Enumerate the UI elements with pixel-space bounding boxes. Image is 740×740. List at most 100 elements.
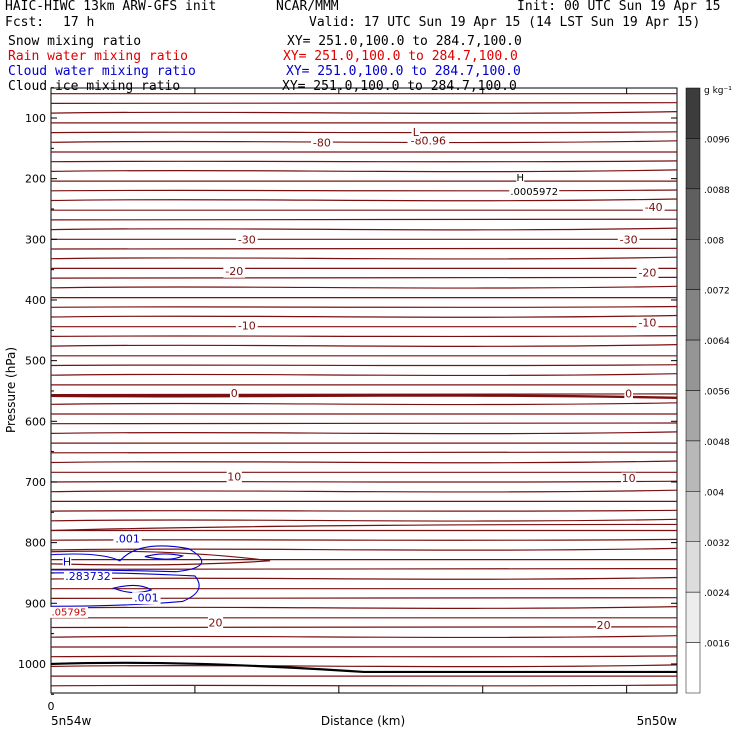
y-tick-label: 700 bbox=[25, 476, 46, 489]
isotherm-line bbox=[50, 518, 678, 522]
isotherm-line bbox=[50, 305, 678, 309]
isotherm-line bbox=[50, 344, 678, 347]
colorbar-swatch bbox=[685, 339, 701, 391]
isotherm-label: 0 bbox=[625, 388, 632, 401]
surface-line bbox=[50, 661, 677, 674]
y-tick-label: 800 bbox=[25, 537, 46, 550]
colorbar-tick-label: .0056 bbox=[704, 388, 730, 398]
label-mask bbox=[235, 234, 258, 247]
isotherm-line bbox=[50, 285, 678, 289]
isotherm-label: -10 bbox=[638, 317, 656, 330]
high-marker: H bbox=[516, 173, 524, 184]
field-name-rain: Rain water mixing ratio bbox=[8, 49, 189, 64]
isotherm-line bbox=[50, 664, 678, 668]
label-mask bbox=[63, 570, 113, 583]
isotherm-line bbox=[50, 489, 678, 493]
isotherm-label: 10 bbox=[622, 472, 636, 485]
fcst-label: Fcst: bbox=[5, 15, 45, 30]
isotherm-line bbox=[50, 684, 678, 687]
x-end-label: 5n50w bbox=[637, 714, 678, 728]
isotherm-line bbox=[50, 655, 678, 658]
isotherm-line bbox=[50, 576, 678, 580]
colorbar-swatch bbox=[685, 541, 701, 593]
colorbar-swatch bbox=[685, 188, 701, 240]
isotherm-line bbox=[50, 111, 678, 114]
colorbar-tick-label: .0032 bbox=[704, 539, 730, 549]
y-tick-label: 600 bbox=[25, 415, 46, 428]
isotherm-line bbox=[50, 198, 678, 202]
org-label: NCAR/MMM bbox=[276, 0, 339, 14]
colorbar-tick-label: .0048 bbox=[704, 438, 730, 448]
isotherm-line bbox=[50, 373, 678, 377]
label-mask bbox=[624, 388, 633, 401]
field-xy-cloud-water: XY= 251.0,100.0 to 284.7,100.0 bbox=[286, 64, 521, 79]
isotherm-line bbox=[50, 509, 678, 512]
isotherm-label: 20 bbox=[209, 616, 223, 629]
y-tick-label: 1000 bbox=[18, 658, 46, 671]
model-title: HAIC-HIWC 13km ARW-GFS init bbox=[5, 0, 217, 14]
colorbar-tick-label: .0016 bbox=[704, 640, 730, 650]
high-value-label: .0005972 bbox=[510, 187, 558, 198]
label-mask bbox=[132, 592, 161, 605]
label-mask bbox=[223, 265, 246, 278]
x-axis bbox=[50, 88, 628, 693]
colorbar-swatch bbox=[685, 239, 701, 290]
isotherm-line bbox=[50, 431, 678, 435]
colorbar-unit: g kg⁻¹ bbox=[704, 86, 732, 96]
isotherm-line bbox=[50, 335, 678, 338]
isotherm-label: -30 bbox=[238, 234, 256, 247]
isotherm-label: -10 bbox=[238, 320, 256, 333]
label-mask bbox=[62, 556, 72, 569]
isotherm-line bbox=[50, 606, 678, 609]
colorbar-swatch bbox=[685, 440, 701, 492]
x-axis-title: Distance (km) bbox=[321, 714, 405, 728]
cloud-water-label: H bbox=[63, 556, 71, 569]
isotherm-line bbox=[50, 169, 678, 173]
colorbar-swatch bbox=[685, 138, 701, 190]
isotherm-label: -30 bbox=[620, 234, 638, 247]
label-mask bbox=[226, 471, 242, 484]
label-mask bbox=[235, 320, 258, 333]
y-tick-label: 400 bbox=[25, 294, 46, 307]
isotherm-label: -40 bbox=[645, 201, 663, 214]
isotherm-line bbox=[50, 626, 678, 629]
label-mask bbox=[636, 317, 659, 330]
label-mask bbox=[207, 616, 224, 629]
label-mask bbox=[596, 619, 612, 632]
isotherm-line bbox=[50, 538, 678, 541]
cloud-water-contour bbox=[111, 584, 153, 594]
label-mask bbox=[311, 137, 333, 150]
colorbar-swatch bbox=[685, 591, 701, 643]
label-mask bbox=[509, 186, 560, 198]
y-tick-label: 500 bbox=[25, 355, 46, 368]
isotherm-line bbox=[50, 393, 678, 396]
colorbar-swatch bbox=[685, 491, 701, 543]
valid-time: Valid: 17 UTC Sun 19 Apr 15 (14 LST Sun … bbox=[309, 15, 701, 30]
field-name-cloud-ice: Cloud ice mixing ratio bbox=[8, 79, 181, 94]
label-mask bbox=[113, 533, 142, 546]
label-mask bbox=[617, 234, 640, 247]
colorbar: .0096 .0088 .008 .0072 .0064 .0056 .0048 .004 .0… bbox=[685, 87, 730, 694]
cloud-water-contour bbox=[144, 553, 185, 560]
isotherm-line bbox=[50, 189, 678, 192]
isotherm-line bbox=[50, 160, 678, 163]
isotherm-label: 20 bbox=[597, 619, 611, 632]
isotherm-line bbox=[50, 247, 678, 250]
label-mask bbox=[411, 126, 421, 139]
isotherm-line bbox=[50, 480, 678, 483]
temperature-contours bbox=[50, 93, 678, 687]
x-start-label: 5n54w bbox=[51, 714, 92, 728]
isotherm-label: -20 bbox=[225, 265, 243, 278]
colorbar-tick-label: .008 bbox=[704, 236, 724, 246]
x-tick-label-zero: 0 bbox=[48, 700, 55, 713]
isotherm-line bbox=[50, 568, 678, 571]
freezing-level-line bbox=[50, 394, 678, 400]
isotherm-label: 0 bbox=[231, 387, 238, 400]
colorbar-tick-label: .004 bbox=[704, 488, 724, 498]
isotherm-label: -80 bbox=[313, 137, 331, 150]
isotherm-line bbox=[50, 314, 678, 318]
y-tick-label: 200 bbox=[25, 173, 46, 186]
cloud-water-label: .001 bbox=[115, 533, 140, 546]
